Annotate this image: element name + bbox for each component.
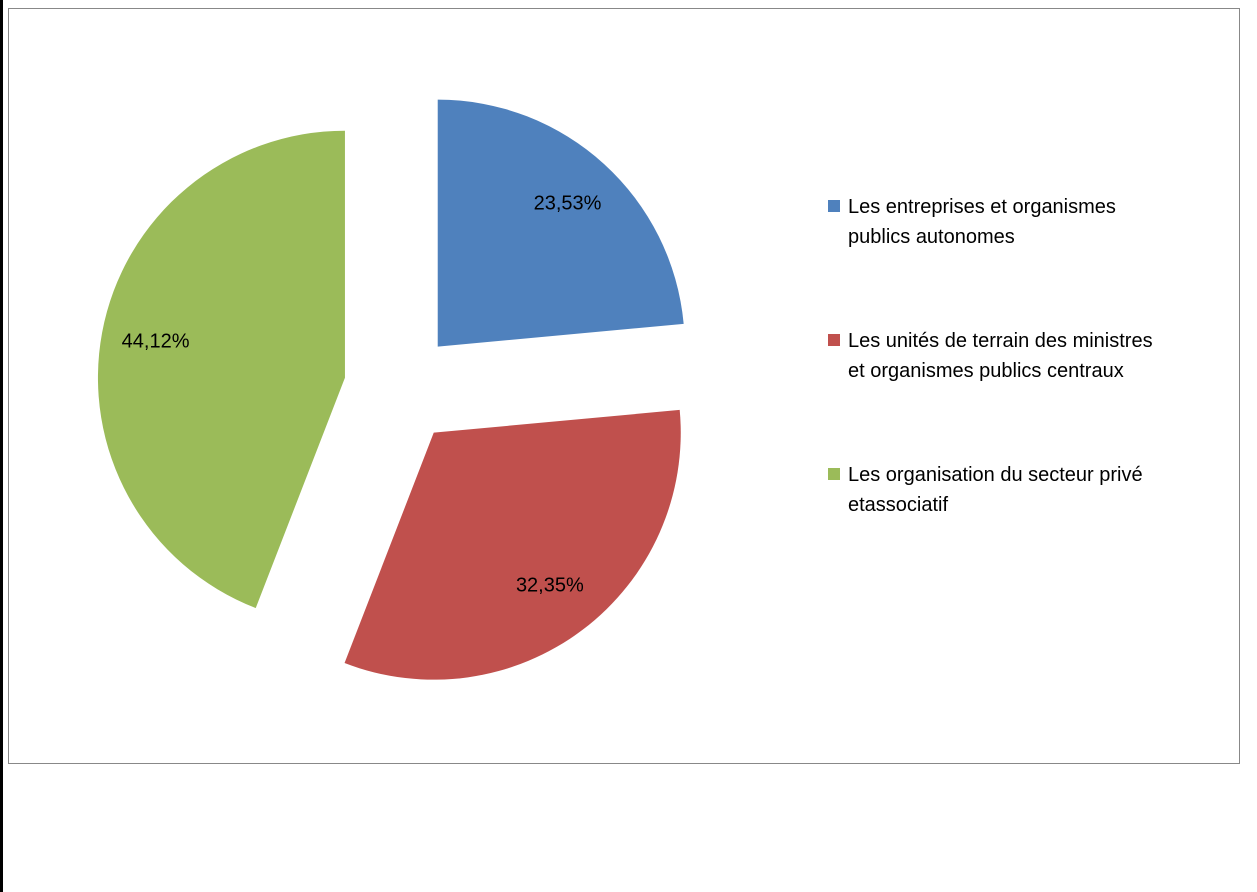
pie-slice: [97, 130, 345, 609]
legend-swatch: [828, 200, 840, 212]
data-label: 23,53%: [534, 193, 602, 215]
legend-item: Les entreprises et organismes publics au…: [828, 192, 1158, 252]
chart-frame: [8, 8, 1240, 764]
legend-item: Les unités de terrain des ministres et o…: [828, 326, 1158, 386]
legend-item: Les organisation du secteur privé etasso…: [828, 460, 1158, 520]
legend-swatch: [828, 334, 840, 346]
legend-label: Les unités de terrain des ministres et o…: [848, 330, 1153, 382]
legend-label: Les entreprises et organismes publics au…: [848, 196, 1116, 248]
data-label: 32,35%: [516, 575, 584, 597]
pie-slice: [437, 99, 684, 347]
legend-label: Les organisation du secteur privé etasso…: [848, 464, 1143, 516]
pie-slice: [344, 409, 681, 680]
page-edge: [0, 0, 3, 892]
legend-swatch: [828, 468, 840, 480]
data-label: 44,12%: [122, 331, 190, 353]
